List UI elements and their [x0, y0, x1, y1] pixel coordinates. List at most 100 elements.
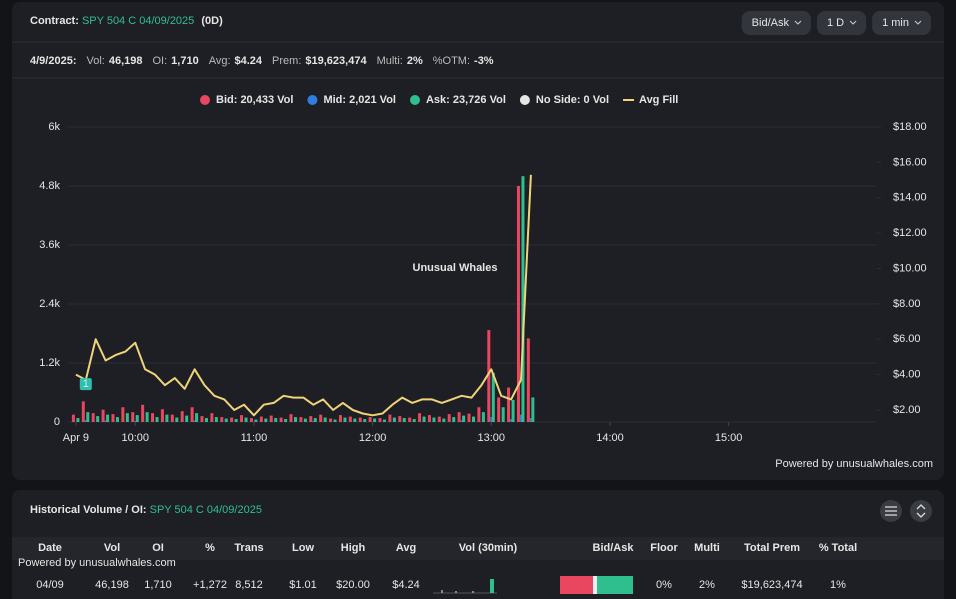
volume-bar — [96, 416, 100, 422]
volume-bar — [210, 413, 214, 422]
y2-tick-label: $8.00 — [893, 298, 921, 310]
volume-bar — [175, 417, 179, 422]
volume-bar — [398, 416, 402, 422]
volume-bar — [526, 338, 530, 422]
column-header: Vol — [104, 542, 120, 554]
volume-bar — [200, 416, 204, 422]
column-header: Total Prem — [744, 542, 800, 554]
y2-tick-label: $10.00 — [893, 262, 927, 274]
volume-bar — [333, 419, 337, 422]
x-tick-label: Apr 9 — [63, 432, 89, 444]
legend-swatch — [200, 95, 210, 105]
bid-share — [560, 576, 593, 594]
stat-value: -3% — [474, 55, 494, 67]
volume-bar — [323, 417, 327, 422]
volume-bar — [131, 412, 135, 422]
x-tick-label: 11:00 — [241, 432, 268, 444]
history-contract: SPY 504 C 04/09/2025 — [150, 504, 262, 516]
control-button[interactable]: 1 min — [872, 11, 931, 35]
volume-bar — [329, 418, 333, 422]
table-cell: +1,272 — [193, 579, 227, 591]
volume-bar — [234, 419, 238, 422]
table-cell: 8,512 — [235, 579, 263, 591]
expand-button[interactable] — [910, 500, 932, 522]
legend-label: Bid: 20,433 Vol — [216, 94, 293, 106]
volume-bar — [408, 417, 412, 422]
volume-bar — [104, 420, 107, 422]
volume-bar — [497, 397, 501, 422]
table-cell: $1.01 — [289, 579, 317, 591]
volume-bar — [141, 404, 145, 422]
volume-bar — [224, 418, 228, 422]
volume-bar — [373, 418, 377, 422]
table-credit: Powered by unusualwhales.com — [18, 557, 176, 569]
legend-swatch — [409, 95, 420, 105]
control-label: Bid/Ask — [752, 17, 790, 29]
volume-bar — [303, 418, 307, 422]
control-bg — [741, 11, 811, 35]
volume-bar — [289, 414, 293, 422]
volume-bar — [269, 415, 273, 422]
column-header: Avg — [396, 542, 416, 554]
volume-bar — [477, 407, 481, 422]
volume-bar — [254, 419, 258, 422]
chart-card — [12, 2, 944, 480]
y-tick-label: 0 — [54, 416, 60, 428]
table-cell: 46,198 — [95, 579, 129, 591]
table-cell: 0% — [656, 579, 672, 591]
volume-bar — [284, 419, 288, 422]
legend-swatch — [519, 95, 530, 105]
credit: Powered by unusualwhales.com — [775, 458, 933, 470]
y-tick-label: 2.4k — [39, 298, 60, 310]
control-bg — [872, 11, 931, 35]
stat-value: 46,198 — [109, 55, 143, 67]
header: Contract: SPY 504 C 04/09/2025 (0D) — [30, 15, 223, 27]
volume-bar — [432, 417, 436, 422]
stat-label: Avg: — [209, 55, 231, 67]
volume-bar — [343, 417, 347, 422]
y2-tick-label: $12.00 — [893, 227, 927, 239]
chevron — [849, 20, 857, 25]
settings-icon — [885, 506, 897, 516]
table-cell: $4.24 — [392, 579, 420, 591]
stats-line: 4/9/2025: Vol: 46,198 OI: 1,710 Avg: $4.24 Prem… — [30, 55, 494, 67]
volume-bar — [338, 415, 342, 422]
volume-bar — [106, 414, 110, 422]
annotation-badge — [79, 378, 92, 391]
volume-bar — [348, 416, 352, 422]
bid-ask-bar — [560, 576, 633, 594]
volume-bar — [452, 417, 456, 422]
volume-bar — [462, 415, 466, 422]
ask-share — [597, 576, 633, 594]
volume-bar — [180, 411, 184, 422]
y2-tick-label: $6.00 — [893, 333, 921, 345]
history-header: Historical Volume / OI: SPY 504 C 04/09/… — [30, 504, 262, 516]
volume-bar — [487, 330, 491, 422]
y2-tick-label: $4.00 — [893, 369, 921, 381]
volume-bar — [427, 415, 431, 422]
volume-bar — [402, 418, 406, 422]
volume-bar — [204, 418, 208, 422]
volume-bar — [170, 414, 174, 422]
plot: Unusual Whales 0 1.2k 2.4k 3.6k 4.8k 6k $2.00 $4… — [39, 121, 933, 470]
control-button[interactable]: 1 D — [816, 11, 867, 35]
volume-bar — [214, 417, 218, 422]
control-button[interactable]: Bid/Ask — [741, 11, 811, 35]
volume-bar — [185, 415, 189, 422]
volume-bar — [91, 413, 95, 422]
volume-bar — [531, 397, 535, 422]
column-header: Floor — [650, 542, 678, 554]
chevron — [914, 20, 922, 25]
stats-date: 4/9/2025: — [30, 55, 76, 67]
chevron — [794, 20, 802, 25]
avg-fill-line — [75, 174, 532, 417]
column-header: Trans — [234, 542, 263, 554]
volume-bar — [160, 409, 164, 422]
watermark: Unusual Whales — [413, 262, 498, 274]
volume-bar — [519, 414, 522, 422]
column-header: Low — [292, 542, 314, 554]
volume-bar — [457, 412, 461, 422]
